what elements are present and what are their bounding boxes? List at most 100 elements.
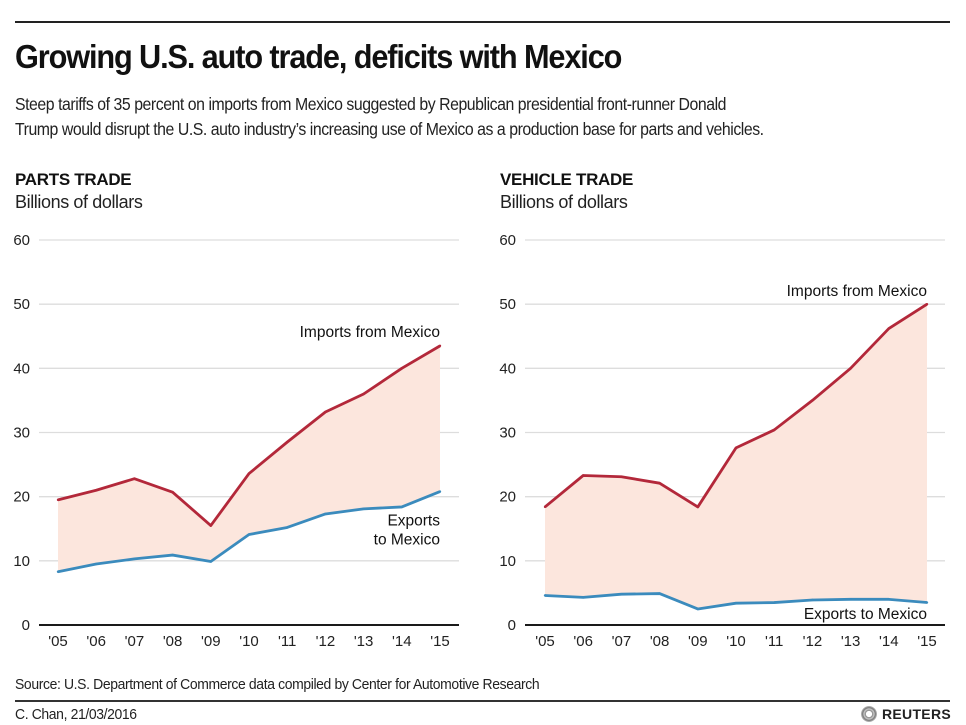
vehicle-x-tick-label: '09 xyxy=(688,633,708,650)
vehicle-imports-point xyxy=(734,446,738,450)
subtitle-line-1: Steep tariffs of 35 percent on imports f… xyxy=(15,94,727,114)
parts-imports-point xyxy=(400,367,403,370)
parts-imports-point xyxy=(362,392,365,396)
parts-x-tick-label: '12 xyxy=(316,633,336,650)
parts-exports-point xyxy=(400,505,403,509)
vehicle-y-tick-label: 60 xyxy=(499,232,516,249)
vehicle-exports-point xyxy=(849,598,852,601)
parts-imports-point xyxy=(171,490,174,494)
source-note: Source: U.S. Department of Commerce data… xyxy=(15,676,540,693)
vehicle-exports-point xyxy=(658,592,661,595)
reuters-logo-icon xyxy=(861,706,877,722)
parts-imports-point xyxy=(247,472,251,475)
vehicle-exports-point xyxy=(773,601,776,604)
vehicle-y-tick-label: 10 xyxy=(499,553,516,570)
parts-y-tick-label: 50 xyxy=(13,296,30,313)
parts-x-tick-label: '09 xyxy=(201,633,221,650)
top-rule xyxy=(15,21,950,23)
vehicle-y-tick-label: 50 xyxy=(499,296,516,313)
vehicle-imports-point xyxy=(887,327,890,330)
parts-chart-unit: Billions of dollars xyxy=(15,192,143,212)
parts-x-tick-label: '14 xyxy=(392,633,412,650)
vehicle-x-tick-label: '14 xyxy=(879,633,899,650)
parts-y-tick-label: 30 xyxy=(13,425,30,442)
reuters-wordmark: REUTERS xyxy=(882,706,951,722)
vehicle-chart-title: VEHICLE TRADE xyxy=(500,170,634,189)
vehicle-exports-point xyxy=(734,601,738,605)
reuters-brand: REUTERS xyxy=(861,706,951,722)
vehicle-x-tick-label: '12 xyxy=(803,633,823,650)
parts-exports-label: Exports xyxy=(387,513,440,530)
page-title: Growing U.S. auto trade, deficits with M… xyxy=(15,38,622,75)
vehicle-imports-label: Imports from Mexico xyxy=(787,283,927,300)
parts-x-tick-label: '05 xyxy=(48,633,68,650)
parts-imports-label: Imports from Mexico xyxy=(300,324,440,341)
vehicle-x-tick-label: '06 xyxy=(573,633,593,650)
vehicle-exports-point xyxy=(887,598,890,601)
vehicle-exports-point xyxy=(620,593,623,596)
parts-x-tick-label: '07 xyxy=(125,633,145,650)
vehicle-x-tick-label: '07 xyxy=(612,633,632,650)
parts-imports-point xyxy=(133,477,136,480)
vehicle-exports-point xyxy=(696,607,699,611)
parts-exports-point xyxy=(286,526,289,529)
vehicle-x-tick-label: '08 xyxy=(650,633,670,650)
vehicle-x-tick-label: '05 xyxy=(535,633,555,650)
credit-line: C. Chan, 21/03/2016 xyxy=(15,706,137,723)
bottom-rule xyxy=(15,700,950,702)
vehicle-exports-point xyxy=(582,596,585,599)
vehicle-y-tick-label: 20 xyxy=(499,489,516,506)
vehicle-x-tick-label: '11 xyxy=(765,633,783,650)
parts-exports-point xyxy=(247,533,251,536)
vehicle-imports-point xyxy=(620,475,623,478)
parts-y-tick-label: 10 xyxy=(13,553,30,570)
parts-imports-point xyxy=(95,489,98,492)
vehicle-y-tick-label: 0 xyxy=(508,617,516,634)
parts-x-tick-label: '15 xyxy=(430,633,450,650)
subtitle-line-2: Trump would disrupt the U.S. auto indust… xyxy=(15,119,764,139)
parts-imports-point xyxy=(209,524,212,527)
parts-imports-point xyxy=(438,344,442,348)
vehicle-exports-label: Exports to Mexico xyxy=(804,606,927,623)
parts-exports-point xyxy=(438,490,442,493)
page-subtitle: Steep tariffs of 35 percent on imports f… xyxy=(15,92,875,142)
parts-exports-point xyxy=(171,553,174,557)
parts-exports-label: to Mexico xyxy=(374,532,440,549)
parts-chart-title: PARTS TRADE xyxy=(15,170,132,189)
vehicle-x-tick-label: '13 xyxy=(841,633,861,650)
vehicle-deficit-area xyxy=(545,304,927,609)
vehicle-x-tick-label: '15 xyxy=(917,633,937,650)
parts-x-tick-label: '08 xyxy=(163,633,183,650)
parts-y-tick-label: 40 xyxy=(13,360,30,377)
parts-exports-point xyxy=(362,507,365,511)
vehicle-imports-point xyxy=(582,474,585,477)
vehicle-imports-point xyxy=(811,399,814,402)
parts-exports-point xyxy=(56,570,60,573)
vehicle-imports-point xyxy=(925,302,929,306)
parts-y-tick-label: 60 xyxy=(13,232,30,249)
vehicle-chart-unit: Billions of dollars xyxy=(500,192,628,212)
vehicle-exports-point xyxy=(925,601,929,604)
vehicle-x-tick-label: '10 xyxy=(726,633,746,650)
parts-imports-point xyxy=(56,498,60,502)
vehicle-exports-point xyxy=(811,598,814,602)
vehicle-y-tick-label: 40 xyxy=(499,360,516,377)
vehicle-y-tick-label: 30 xyxy=(499,425,516,442)
parts-exports-point xyxy=(133,557,136,561)
vehicle-imports-point xyxy=(696,505,699,509)
vehicle-imports-point xyxy=(543,505,547,509)
parts-imports-point xyxy=(286,440,289,444)
parts-exports-point xyxy=(209,560,212,563)
vehicle-imports-point xyxy=(849,367,852,370)
parts-deficit-area xyxy=(58,345,440,572)
parts-imports-point xyxy=(324,410,327,414)
vehicle-exports-point xyxy=(543,594,547,597)
vehicle-imports-point xyxy=(658,481,661,485)
parts-y-tick-label: 20 xyxy=(13,489,30,506)
parts-exports-point xyxy=(324,512,327,516)
parts-exports-point xyxy=(95,562,98,566)
parts-x-tick-label: '11 xyxy=(278,633,296,650)
parts-y-tick-label: 0 xyxy=(22,617,30,634)
vehicle-imports-point xyxy=(773,428,776,432)
